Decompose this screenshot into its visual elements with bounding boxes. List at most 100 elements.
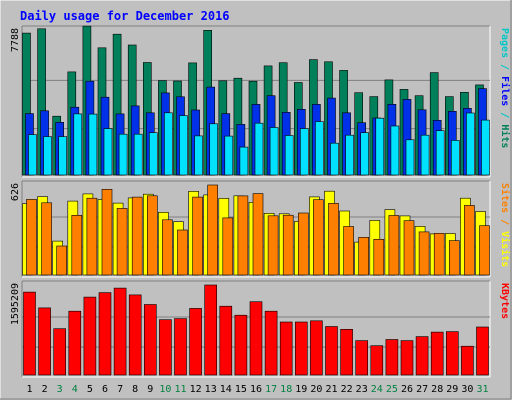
bar-sites-day-15	[237, 195, 249, 276]
x-tick-label: 25	[386, 384, 398, 395]
x-tick-label: 27	[416, 384, 428, 395]
bar-kbytes-day-15	[234, 314, 248, 376]
bar-pages-day-18	[284, 135, 294, 176]
series-legend: Pages / Files / Hits	[499, 28, 511, 148]
bar-pages-day-23	[360, 132, 370, 176]
bar-kbytes-day-18	[279, 321, 293, 376]
x-tick-label: 19	[295, 384, 307, 395]
bar-sites-day-9	[147, 195, 158, 276]
bar-sites-day-16	[252, 193, 264, 276]
bar-sites-day-2	[41, 202, 52, 276]
bar-kbytes-day-17	[264, 310, 278, 376]
bar-pages-day-1	[28, 134, 37, 176]
bar-pages-day-27	[420, 134, 430, 176]
bar-pages-day-22	[345, 134, 354, 176]
bar-pages-day-30	[466, 112, 475, 176]
bar-sites-day-22	[343, 226, 354, 276]
bar-kbytes-day-29	[445, 331, 459, 376]
bar-pages-day-16	[254, 122, 264, 176]
bar-sites-day-18	[282, 214, 294, 276]
bar-kbytes-day-4	[68, 310, 82, 376]
x-tick-label: 20	[310, 384, 322, 395]
bar-pages-day-24	[375, 117, 385, 176]
bar-kbytes-day-14	[219, 305, 233, 376]
bar-sites-day-5	[86, 197, 98, 276]
bar-sites-day-31	[479, 225, 490, 276]
x-tick-label: 23	[356, 384, 368, 395]
bar-pages-day-19	[299, 128, 309, 176]
bar-kbytes-day-7	[113, 287, 127, 376]
x-tick-label: 15	[235, 384, 247, 395]
bar-sites-day-3	[56, 245, 68, 276]
bar-kbytes-day-31	[476, 326, 489, 376]
bar-sites-day-14	[222, 217, 234, 276]
x-tick-label: 14	[220, 384, 232, 395]
bar-pages-day-12	[194, 135, 203, 176]
bar-kbytes-day-21	[325, 326, 338, 376]
bar-pages-day-21	[330, 142, 339, 176]
bar-sites-day-17	[267, 215, 279, 276]
bar-kbytes-day-28	[430, 331, 444, 376]
bar-sites-day-20	[313, 199, 324, 276]
axis-max-label: 1595209	[10, 283, 21, 325]
bar-pages-day-3	[58, 136, 68, 176]
bar-pages-day-5	[88, 113, 98, 176]
bar-kbytes-day-11	[174, 318, 187, 376]
bar-sites-day-23	[358, 237, 370, 276]
x-tick-label: 11	[174, 384, 186, 395]
x-tick-label: 10	[159, 384, 171, 395]
x-tick-label: 7	[117, 384, 123, 395]
bar-kbytes-day-1	[23, 291, 36, 376]
legend-entry: Visits	[499, 231, 511, 267]
bar-sites-day-13	[207, 184, 218, 276]
legend-entry: Hits	[499, 124, 511, 148]
x-tick-label: 30	[461, 384, 473, 395]
bar-kbytes-day-20	[310, 320, 323, 376]
hits-panel: 7788 Pages / Files / Hits	[10, 25, 511, 178]
bar-kbytes-day-22	[340, 328, 353, 376]
bar-pages-day-2	[43, 136, 52, 176]
bar-pages-day-4	[73, 113, 83, 176]
bar-pages-day-14	[224, 135, 234, 176]
x-tick-label: 13	[205, 384, 217, 395]
series-legend: KBytes	[499, 283, 510, 319]
bar-pages-day-25	[390, 125, 400, 176]
bar-sites-day-8	[131, 196, 143, 276]
legend-entry: /	[499, 213, 510, 231]
legend-entry: Pages	[499, 28, 510, 58]
bar-sites-day-21	[328, 203, 339, 276]
bar-pages-day-6	[103, 128, 113, 176]
bar-kbytes-day-13	[204, 284, 217, 376]
chart-title: Daily usage for December 2016	[20, 9, 230, 23]
bar-pages-day-17	[269, 127, 279, 176]
bar-kbytes-day-16	[249, 301, 263, 376]
bar-kbytes-day-8	[128, 294, 142, 376]
bar-pages-day-9	[149, 132, 158, 176]
x-tick-label: 2	[42, 384, 48, 395]
bar-pages-day-7	[118, 133, 128, 176]
bar-sites-day-7	[116, 208, 128, 276]
kbytes-panel: 1595209 KBytes	[10, 280, 510, 378]
bar-sites-day-19	[297, 212, 309, 276]
bar-kbytes-day-19	[294, 321, 308, 376]
series-sites	[26, 184, 490, 276]
bar-kbytes-day-30	[461, 345, 474, 376]
bar-pages-day-13	[209, 123, 218, 176]
axis-max-label: 7788	[10, 28, 21, 52]
series-legend: Sites / Visits	[499, 183, 511, 267]
bar-pages-day-20	[315, 121, 324, 176]
bar-kbytes-day-3	[53, 328, 67, 376]
x-tick-label: 24	[371, 384, 383, 395]
x-tick-label: 17	[265, 384, 277, 395]
x-tick-label: 8	[132, 384, 138, 395]
x-tick-label: 26	[401, 384, 413, 395]
x-tick-label: 29	[446, 384, 458, 395]
bar-kbytes-day-5	[83, 296, 97, 376]
bar-sites-day-4	[71, 215, 83, 276]
bar-kbytes-day-12	[189, 308, 202, 376]
bar-sites-day-10	[162, 219, 173, 276]
bar-sites-day-6	[101, 189, 113, 276]
bar-pages-day-28	[435, 130, 445, 176]
bar-kbytes-day-10	[159, 319, 172, 376]
